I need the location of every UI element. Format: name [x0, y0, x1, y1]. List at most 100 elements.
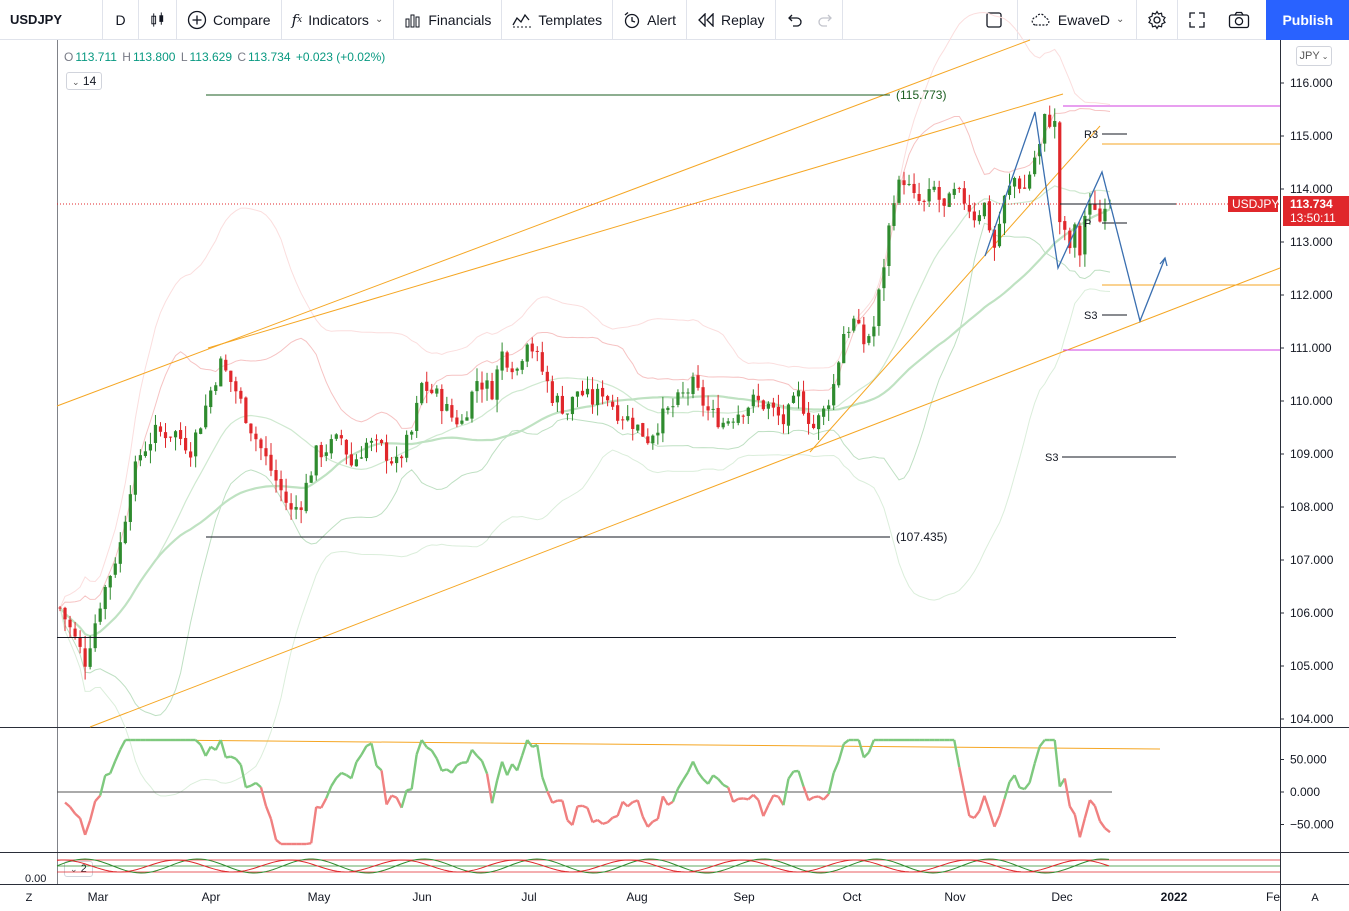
s3-label: S3 [1084, 310, 1097, 322]
chevron-down-icon[interactable]: ⌄ [1116, 14, 1125, 25]
osc-tick-label: −50.000 [1290, 818, 1334, 832]
candle-body [631, 417, 635, 429]
candle [153, 414, 158, 452]
time-tick-label: Dec [1051, 890, 1072, 904]
alert-button[interactable]: Alert [613, 0, 687, 40]
candle [555, 393, 559, 413]
osc-segment [88, 800, 97, 821]
undo-icon [787, 14, 802, 27]
compare-button[interactable]: Compare [177, 0, 282, 40]
currency-selector[interactable]: JPY ⌄ [1296, 46, 1332, 66]
candle-body [701, 387, 705, 406]
candle [575, 391, 580, 408]
chevron-down-icon: ⌄ [70, 864, 78, 874]
layout-toggle[interactable] [981, 0, 1018, 40]
replay-button[interactable]: Replay [687, 0, 776, 40]
candle [254, 426, 258, 452]
candle-body [495, 369, 499, 400]
price-tick-label: 116.000 [1290, 76, 1333, 90]
candle [219, 356, 223, 387]
osc-segment [204, 746, 212, 757]
fullscreen-button[interactable] [1178, 0, 1216, 40]
alert-label: Alert [647, 11, 676, 28]
candle [259, 437, 263, 461]
candle-body [339, 435, 343, 439]
candle [972, 202, 976, 228]
osc-segment [646, 820, 654, 828]
osc-segment [621, 800, 629, 808]
candle [354, 454, 359, 467]
osc-segment [702, 778, 709, 785]
osc-segment [1028, 763, 1036, 783]
candle-body [63, 607, 67, 620]
osc-segment [983, 795, 991, 812]
osc-segment [485, 773, 494, 804]
symbol-search[interactable]: USDJPY [0, 0, 103, 40]
candle [832, 373, 836, 411]
templates-button[interactable]: Templates [502, 0, 614, 40]
financials-button[interactable]: Financials [394, 0, 503, 40]
osc-segment [1023, 781, 1031, 790]
candle [892, 195, 896, 231]
publish-button[interactable]: Publish [1266, 0, 1349, 40]
osc-segment [1104, 827, 1111, 834]
candle [118, 532, 122, 573]
candle-body [776, 406, 781, 416]
osc-segment [586, 807, 594, 823]
candles[interactable] [58, 105, 1112, 680]
candle-body [455, 417, 459, 425]
indicator-legend-toggle[interactable]: ⌄ 14 [66, 72, 103, 90]
osc-segment [671, 788, 680, 803]
candle [525, 343, 529, 368]
high-value: 113.800 [132, 50, 176, 64]
osc-segment [400, 789, 408, 809]
chevron-down-icon[interactable]: ⌄ [374, 14, 384, 25]
osc-segment [305, 842, 312, 846]
candle-body [1053, 121, 1057, 127]
channel-lower-line [89, 267, 1281, 728]
layout-name-button[interactable]: EwaveD ⌄ [1018, 0, 1138, 40]
osc-segment [802, 786, 810, 801]
undo-button[interactable] [776, 0, 810, 40]
chart-type-button[interactable] [139, 0, 177, 40]
alarm-clock-icon [624, 11, 640, 28]
candle [877, 288, 881, 336]
candle-body [907, 183, 911, 185]
candle-body [133, 461, 137, 495]
candle [410, 430, 414, 440]
candle [761, 399, 765, 411]
osc-segment [857, 739, 865, 758]
candle [1043, 113, 1047, 152]
candle [430, 383, 434, 395]
candle [194, 429, 198, 468]
candle [565, 413, 570, 421]
candle-body [942, 198, 946, 206]
candle-body [234, 381, 238, 392]
candle [500, 342, 504, 380]
osc-segment [566, 819, 574, 826]
candle [1058, 121, 1062, 235]
candle [570, 396, 575, 421]
interval-button[interactable]: D [103, 0, 139, 40]
candle [646, 428, 650, 445]
osc-segment [199, 744, 207, 757]
candle-body [721, 422, 725, 428]
candle-body [400, 456, 404, 459]
osc-segment [94, 794, 102, 802]
candle-body [726, 421, 730, 424]
candle [379, 438, 384, 446]
settings-button[interactable] [1137, 0, 1179, 40]
candle-body [857, 319, 861, 324]
osc-segment [526, 739, 534, 748]
candle [992, 225, 997, 261]
high-level-label: (115.773) [896, 88, 946, 102]
osc-segment [561, 800, 569, 821]
snapshot-button[interactable] [1216, 0, 1262, 40]
osc-segment [551, 799, 558, 804]
osc-legend-toggle[interactable]: ⌄ 2 [64, 861, 93, 877]
candle-body [530, 343, 534, 352]
candle [73, 621, 77, 640]
redo-button[interactable] [810, 0, 843, 40]
